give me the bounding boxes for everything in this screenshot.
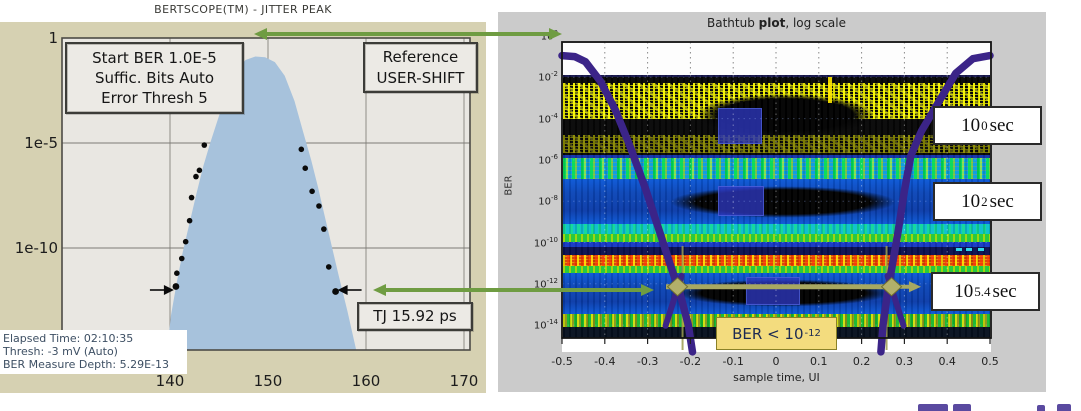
time-base: 10	[961, 114, 981, 136]
elapsed-time: Elapsed Time: 02:10:35	[3, 332, 134, 345]
tick-exp: -4	[551, 111, 558, 120]
tick-base: 10	[538, 196, 552, 208]
start-ber-line: Start BER 1.0E-5	[92, 48, 217, 67]
cursor-square	[746, 277, 800, 305]
tick-exp: -14	[546, 318, 558, 327]
time-base: 10	[954, 280, 974, 302]
left-chart-title: BERTSCOPE(TM) - JITTER PEAK	[154, 3, 332, 16]
right-x-tick: -0.3	[636, 355, 659, 368]
right-y-tick: 10-10	[514, 236, 558, 249]
left-x-tick: 150	[253, 372, 283, 390]
left-x-tick: 170	[449, 372, 479, 390]
tj-value: TJ 15.92 ps	[373, 307, 457, 326]
right-x-tick: -0.1	[722, 355, 744, 368]
tick-exp: -6	[551, 152, 558, 161]
cropped-logo-fragment	[918, 404, 948, 411]
tick-base: 10	[538, 72, 552, 84]
time-exp: 0	[981, 117, 988, 133]
right-y-tick: 10-6	[514, 153, 558, 166]
tick-base: 10	[538, 155, 552, 167]
right-x-tick: 0.1	[810, 355, 828, 368]
bathtub-title-suffix: , log scale	[785, 16, 846, 30]
bathtub-title-prefix: Bathtub	[707, 16, 759, 30]
right-x-tick: 0	[772, 355, 780, 368]
sample-time-axis-label: sample time, UI	[733, 371, 820, 384]
time-base: 10	[961, 190, 981, 212]
ber-axis-label: BER	[503, 175, 515, 196]
bathtub-title-bold: plot	[758, 16, 786, 30]
right-x-tick: 0.5	[981, 355, 999, 368]
tj-annotation-box: TJ 15.92 ps	[357, 302, 473, 331]
user-shift-line: USER-SHIFT	[376, 68, 465, 87]
tick-exp: -12	[546, 276, 558, 285]
left-y-tick: 1e-10	[14, 239, 58, 257]
time-label-box-1e0: 10 0 sec	[933, 106, 1042, 145]
threshold: Thresh: -3 mV (Auto)	[3, 345, 118, 358]
right-y-tick: 10-2	[514, 70, 558, 83]
right-y-tick: 10-14	[514, 318, 558, 331]
time-label-box-1e2: 10 2 sec	[933, 182, 1042, 221]
cropped-logo-fragment	[1037, 405, 1045, 411]
left-x-tick: 160	[351, 372, 381, 390]
cropped-logo-fragment	[1057, 404, 1071, 411]
data-artifact-streak	[828, 77, 832, 103]
reference-line: Reference	[382, 48, 459, 67]
right-x-tick: 0.2	[852, 355, 871, 368]
tick-base: 10	[540, 31, 554, 43]
cropped-logo-fragment	[953, 404, 971, 411]
cursor-square	[718, 108, 762, 144]
tick-base: 10	[533, 320, 547, 332]
time-unit: sec	[989, 114, 1014, 136]
right-x-tick: -0.5	[551, 355, 573, 368]
tick-exp: -2	[551, 70, 558, 79]
right-y-tick: 100	[514, 29, 558, 42]
status-overlay: Elapsed Time: 02:10:35 Thresh: -3 mV (Au…	[0, 330, 187, 374]
left-y-tick: 1	[48, 29, 58, 47]
right-y-tick: 10-4	[514, 112, 558, 125]
right-y-tick: 10-8	[514, 194, 558, 207]
heatmap-band	[563, 43, 990, 75]
left-y-tick: 1e-5	[24, 134, 58, 152]
callout-exp: -12	[804, 328, 821, 339]
right-x-tick: 0.3	[895, 355, 914, 368]
error-thresh-line: Error Thresh 5	[101, 89, 208, 108]
bathtub-title: Bathtub plot, log scale	[562, 16, 991, 30]
ber-measure-depth: BER Measure Depth: 5.29E-13	[3, 358, 169, 371]
time-exp: 2	[981, 193, 988, 209]
reference-annotation-box: Reference USER-SHIFT	[363, 42, 478, 93]
time-unit: sec	[992, 280, 1017, 302]
right-x-tick: -0.2	[679, 355, 702, 368]
right-x-tick: -0.4	[594, 355, 616, 368]
tick-exp: 0	[553, 29, 558, 37]
left-x-tick: 140	[155, 372, 185, 390]
right-x-tick: 0.4	[938, 355, 956, 368]
time-unit: sec	[989, 190, 1014, 212]
tick-base: 10	[538, 113, 552, 125]
cursor-square	[718, 186, 764, 216]
tick-exp: -10	[546, 235, 558, 244]
tick-base: 10	[533, 237, 547, 249]
callout-text: BER < 10	[732, 324, 804, 343]
start-ber-annotation-box: Start BER 1.0E-5 Suffic. Bits Auto Error…	[65, 42, 244, 114]
tick-exp: -8	[551, 194, 558, 203]
time-label-box-1e5-4: 10 5.4 sec	[931, 272, 1040, 311]
time-exp: 5.4	[974, 283, 991, 299]
right-y-tick: 10-12	[514, 277, 558, 290]
tick-base: 10	[533, 279, 547, 291]
suffic-bits-line: Suffic. Bits Auto	[94, 68, 215, 87]
ber-floor-callout: BER < 10 -12	[716, 317, 837, 350]
